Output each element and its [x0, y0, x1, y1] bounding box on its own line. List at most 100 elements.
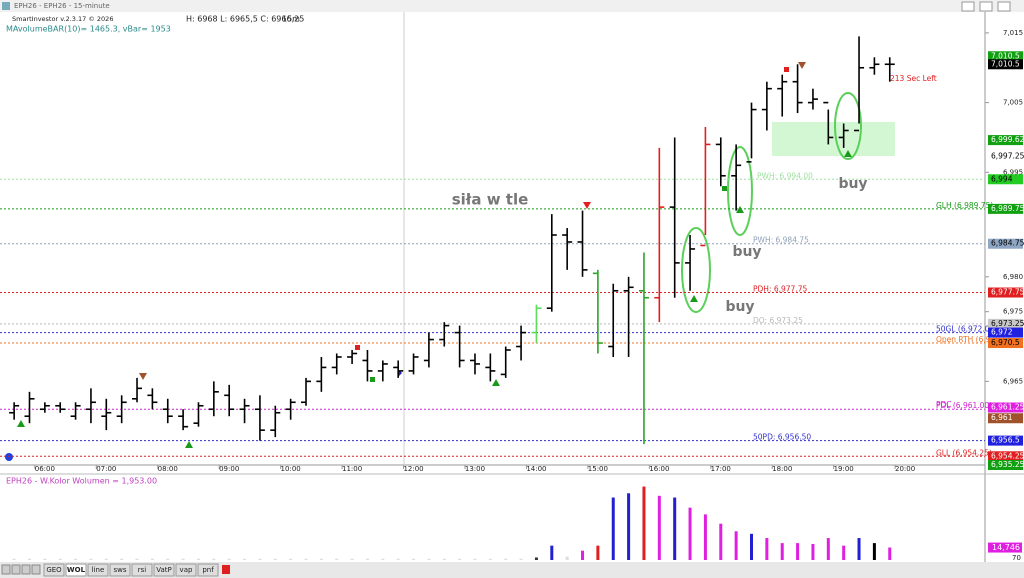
tab-button[interactable]: [222, 565, 230, 574]
x-tick-label: 20:00: [895, 465, 915, 473]
level-label: DO: 6,973.25: [753, 316, 803, 325]
tab-label[interactable]: GEO: [46, 566, 62, 574]
volume-bar: [365, 558, 369, 560]
volume-bar: [826, 538, 830, 560]
tab-label[interactable]: sws: [113, 566, 126, 574]
x-tick-label: 18:00: [772, 465, 792, 473]
volume-bar: [181, 558, 185, 560]
price-tag: [988, 451, 1023, 462]
volume-bar: [703, 514, 707, 560]
tab[interactable]: [43, 563, 65, 577]
x-tick-label: 17:00: [711, 465, 731, 473]
price-tag-label: 6,999.62: [991, 135, 1024, 144]
tab-label[interactable]: rsi: [138, 566, 147, 574]
x-tick-label: 15:00: [588, 465, 608, 473]
price-axis: [985, 12, 1024, 562]
x-tick-label: 13:00: [465, 465, 485, 473]
volume-bar: [396, 558, 400, 560]
volume-bar: [642, 486, 646, 560]
tab[interactable]: [197, 563, 219, 577]
price-tag: [988, 238, 1023, 249]
volume-bar: [673, 497, 677, 560]
app-icon: [2, 2, 10, 10]
price-tag-label: 6,994: [991, 174, 1013, 183]
annotation: buy: [838, 176, 867, 192]
volume-bar: [243, 558, 247, 560]
volume-bar: [596, 545, 600, 560]
annotation: siła w tle: [452, 191, 529, 209]
price-tag-label: 6,977.75: [991, 288, 1024, 297]
volume-bar: [442, 558, 446, 560]
annotation: buy: [725, 299, 754, 315]
volume-bar: [780, 543, 784, 560]
volume-bar: [519, 558, 523, 560]
x-tick-label: 16:00: [649, 465, 669, 473]
volume-bar: [427, 558, 431, 560]
volume-bar: [734, 531, 738, 560]
level-label: PWH: 6,994.00: [757, 171, 813, 180]
price-tag: [988, 318, 1023, 329]
volume-bar: [258, 558, 262, 560]
volume-bar: [888, 547, 892, 560]
tab[interactable]: [87, 563, 109, 577]
volume-bar: [473, 558, 477, 560]
tab-label[interactable]: line: [92, 566, 105, 574]
tab[interactable]: [153, 563, 175, 577]
volume-tag: [988, 542, 1022, 553]
volume-bar: [335, 558, 339, 560]
tab[interactable]: [131, 563, 153, 577]
volume-bar: [289, 558, 293, 560]
tab-label[interactable]: WOL: [67, 566, 86, 574]
volume-bar: [120, 558, 124, 560]
volume-tag-label: 14,746: [992, 543, 1020, 552]
volume-bar: [488, 558, 492, 560]
volume-bar: [765, 538, 769, 560]
price-tag-label: 6,954.25: [991, 451, 1024, 460]
tab[interactable]: [109, 563, 131, 577]
volume-bar: [166, 558, 170, 560]
x-tick-label: 12:00: [403, 465, 423, 473]
x-tick-label: 07:00: [96, 465, 116, 473]
level-label: 50PD: 6,956.50: [753, 433, 811, 442]
tab-label[interactable]: pnf: [202, 566, 214, 574]
price-tag-label: 6,961: [991, 413, 1013, 422]
volume-bar: [796, 543, 800, 560]
volume-bar: [811, 543, 815, 560]
countdown: 213 Sec Left: [890, 74, 937, 83]
tab[interactable]: [175, 563, 197, 577]
tab-label[interactable]: VatP: [156, 566, 172, 574]
volume-bar: [319, 558, 323, 560]
app-name: SmartInvestor v.2.3.17 © 2026: [12, 15, 113, 23]
tab-label[interactable]: vap: [180, 566, 193, 574]
volume-bar: [842, 545, 846, 560]
nav-buttons[interactable]: [1, 564, 41, 575]
price-tag-label: 7,010.5: [991, 59, 1020, 68]
volume-bar: [657, 495, 661, 560]
x-tick-label: 08:00: [158, 465, 178, 473]
volume-title: EPH26 - W.Kolor Wolumen = 1,953.00: [6, 477, 157, 486]
price-tag-label: 6,973.25: [991, 319, 1024, 328]
volume-bar: [412, 558, 416, 560]
window-controls[interactable]: [961, 1, 1011, 12]
price-tag: [988, 287, 1023, 298]
volume-bar: [534, 557, 538, 560]
x-tick-label: 11:00: [342, 465, 362, 473]
volume-bar: [89, 558, 93, 560]
volume-bar: [611, 497, 615, 560]
volume-bar: [857, 538, 861, 560]
x-tick-label: 09:00: [219, 465, 239, 473]
volume-bar: [150, 558, 154, 560]
tab[interactable]: [65, 563, 87, 577]
price-tag-label: 6,935.25: [991, 460, 1024, 469]
price-tag-label: 6,984.75: [991, 239, 1024, 248]
volume-bar: [872, 543, 876, 560]
indicator-info: MAvolumeBAR(10)= 1465.3, vBar= 1953: [6, 25, 171, 34]
x-tick-label: 06:00: [35, 465, 55, 473]
volume-bar: [135, 558, 139, 560]
volume-bar: [227, 558, 231, 560]
volume-bar: [104, 558, 108, 560]
price-tag: [988, 174, 1023, 185]
window-title: EPH26 - EPH26 - 15-minute: [14, 2, 110, 10]
price-tag: [988, 460, 1023, 470]
signals: [5, 62, 852, 461]
